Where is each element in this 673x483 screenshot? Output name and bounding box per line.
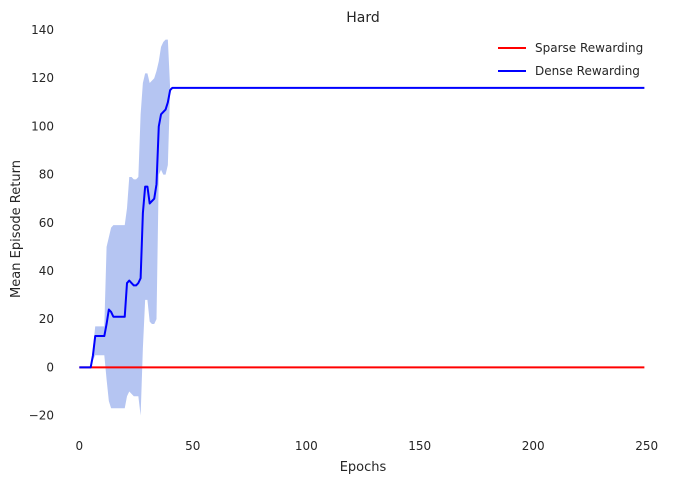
y-tick-label: −20 bbox=[29, 409, 54, 423]
y-tick-label: 120 bbox=[31, 71, 54, 85]
x-tick-label: 0 bbox=[76, 439, 84, 453]
legend-label: Dense Rewarding bbox=[535, 64, 640, 78]
series-lines bbox=[79, 86, 645, 369]
x-tick-label: 200 bbox=[522, 439, 545, 453]
x-tick-label: 150 bbox=[408, 439, 431, 453]
legend-label: Sparse Rewarding bbox=[535, 41, 643, 55]
y-tick-label: 60 bbox=[39, 216, 54, 230]
y-tick-label: 20 bbox=[39, 312, 54, 326]
x-tick-label: 100 bbox=[295, 439, 318, 453]
y-tick-label: 140 bbox=[31, 23, 54, 37]
y-tick-label: 100 bbox=[31, 119, 54, 133]
legend: Sparse Rewarding Dense Rewarding bbox=[498, 41, 643, 78]
y-axis-ticks: −20 0 20 40 60 80 100 120 140 bbox=[29, 23, 54, 423]
x-tick-label: 250 bbox=[635, 439, 658, 453]
chart-title: Hard bbox=[346, 10, 380, 26]
x-axis-ticks: 0 50 100 150 200 250 bbox=[76, 439, 659, 453]
series-line bbox=[79, 86, 645, 369]
confidence-band bbox=[79, 39, 645, 416]
confidence-bands bbox=[79, 39, 645, 416]
y-tick-label: 40 bbox=[39, 264, 54, 278]
y-tick-label: 0 bbox=[46, 360, 54, 374]
y-tick-label: 80 bbox=[39, 168, 54, 182]
y-axis-title: Mean Episode Return bbox=[9, 160, 24, 298]
x-axis-title: Epochs bbox=[340, 460, 387, 475]
x-tick-label: 50 bbox=[185, 439, 200, 453]
